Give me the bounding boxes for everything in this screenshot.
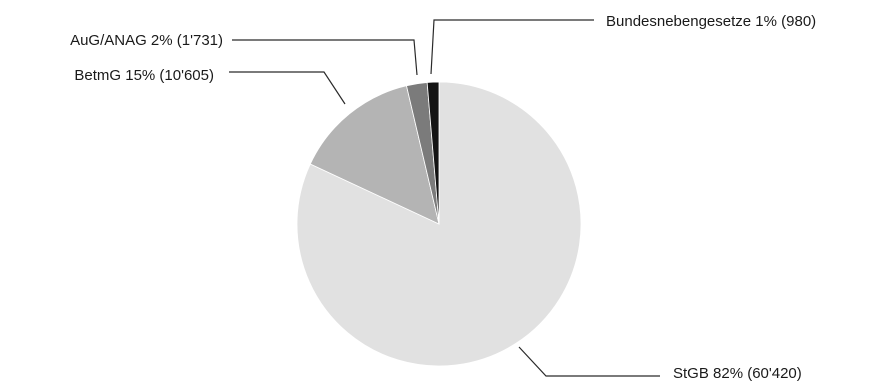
leader-lines xyxy=(229,19,660,377)
pie-slice-betmg xyxy=(309,85,440,225)
slice-label-stgb: StGB 82% (60'420) xyxy=(673,365,802,382)
slice-label-betmg: BetmG 15% (10'605) xyxy=(74,67,214,84)
leader-line-bundesnebengesetze xyxy=(430,19,594,75)
pie-slice-bundesnebengesetze xyxy=(426,81,440,225)
leader-line-aug-anag xyxy=(232,39,418,76)
slice-label-aug-anag: AuG/ANAG 2% (1'731) xyxy=(70,32,223,49)
pie-slices xyxy=(296,81,582,367)
slice-label-bundesnebengesetze: Bundesnebengesetze 1% (980) xyxy=(606,13,816,30)
leader-line-stgb xyxy=(518,346,660,377)
leader-line-betmg xyxy=(229,71,346,105)
